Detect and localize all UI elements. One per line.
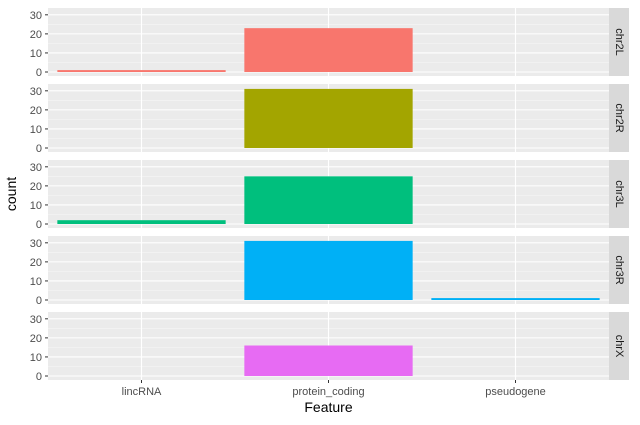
facet-strip-label: chr2L — [613, 28, 625, 56]
y-tick-label: 20 — [30, 257, 42, 269]
facet-strip — [609, 84, 629, 152]
facet-strip-label: chrX — [613, 335, 625, 358]
y-tick-label: 20 — [30, 181, 42, 193]
y-axis-title: count — [3, 177, 19, 211]
y-tick-label: 30 — [30, 86, 42, 98]
bar-chr2L-lincRNA — [57, 70, 226, 72]
facet-strip-label: chr3R — [613, 255, 625, 284]
x-tick-label: pseudogene — [485, 386, 546, 398]
facet-strip — [609, 312, 629, 380]
y-tick-label: 10 — [30, 48, 42, 60]
y-tick-label: 0 — [36, 143, 42, 155]
facet-panels: 0 10 20 30 chr2L 0 10 20 30 chr2R 0 10 20 30 chr3L 0 10 2… — [30, 8, 629, 398]
y-tick-label: 30 — [30, 238, 42, 250]
y-tick-label: 0 — [36, 219, 42, 231]
facet-panel-chr3L: 0 10 20 30 chr3L — [30, 160, 629, 231]
y-tick-label: 10 — [30, 200, 42, 212]
bar-chr3R-pseudogene — [431, 298, 600, 300]
bar-chrX-protein_coding — [244, 345, 413, 376]
facet-strip — [609, 160, 629, 228]
facet-panel-chr2L: 0 10 20 30 chr2L — [30, 8, 629, 79]
facet-strip-label: chr2R — [613, 103, 625, 132]
y-tick-label: 0 — [36, 67, 42, 79]
bar-chr2R-protein_coding — [244, 88, 413, 148]
bar-chr3L-lincRNA — [57, 220, 226, 224]
facet-strip-label: chr3L — [613, 180, 625, 208]
facet-panel-chrX: 0 10 20 30 chrX — [30, 312, 629, 383]
x-tick-label: lincRNA — [122, 386, 162, 398]
y-tick-label: 30 — [30, 10, 42, 22]
y-tick-label: 20 — [30, 333, 42, 345]
y-tick-label: 10 — [30, 276, 42, 288]
y-tick-label: 20 — [30, 105, 42, 117]
facet-strip — [609, 236, 629, 304]
x-tick-label: protein_coding — [292, 386, 364, 398]
x-axis-title: Feature — [304, 399, 352, 415]
y-tick-label: 10 — [30, 352, 42, 364]
y-tick-label: 20 — [30, 29, 42, 41]
bar-chr3L-protein_coding — [244, 176, 413, 224]
bar-chr3R-protein_coding — [244, 240, 413, 300]
y-tick-label: 10 — [30, 124, 42, 136]
y-tick-label: 0 — [36, 295, 42, 307]
bar-chr2L-protein_coding — [244, 28, 413, 72]
y-tick-label: 0 — [36, 371, 42, 383]
facet-panel-chr2R: 0 10 20 30 chr2R — [30, 84, 629, 155]
facet-strip — [609, 8, 629, 76]
y-tick-label: 30 — [30, 162, 42, 174]
y-tick-label: 30 — [30, 314, 42, 326]
facet-panel-chr3R: 0 10 20 30 chr3R — [30, 236, 629, 307]
